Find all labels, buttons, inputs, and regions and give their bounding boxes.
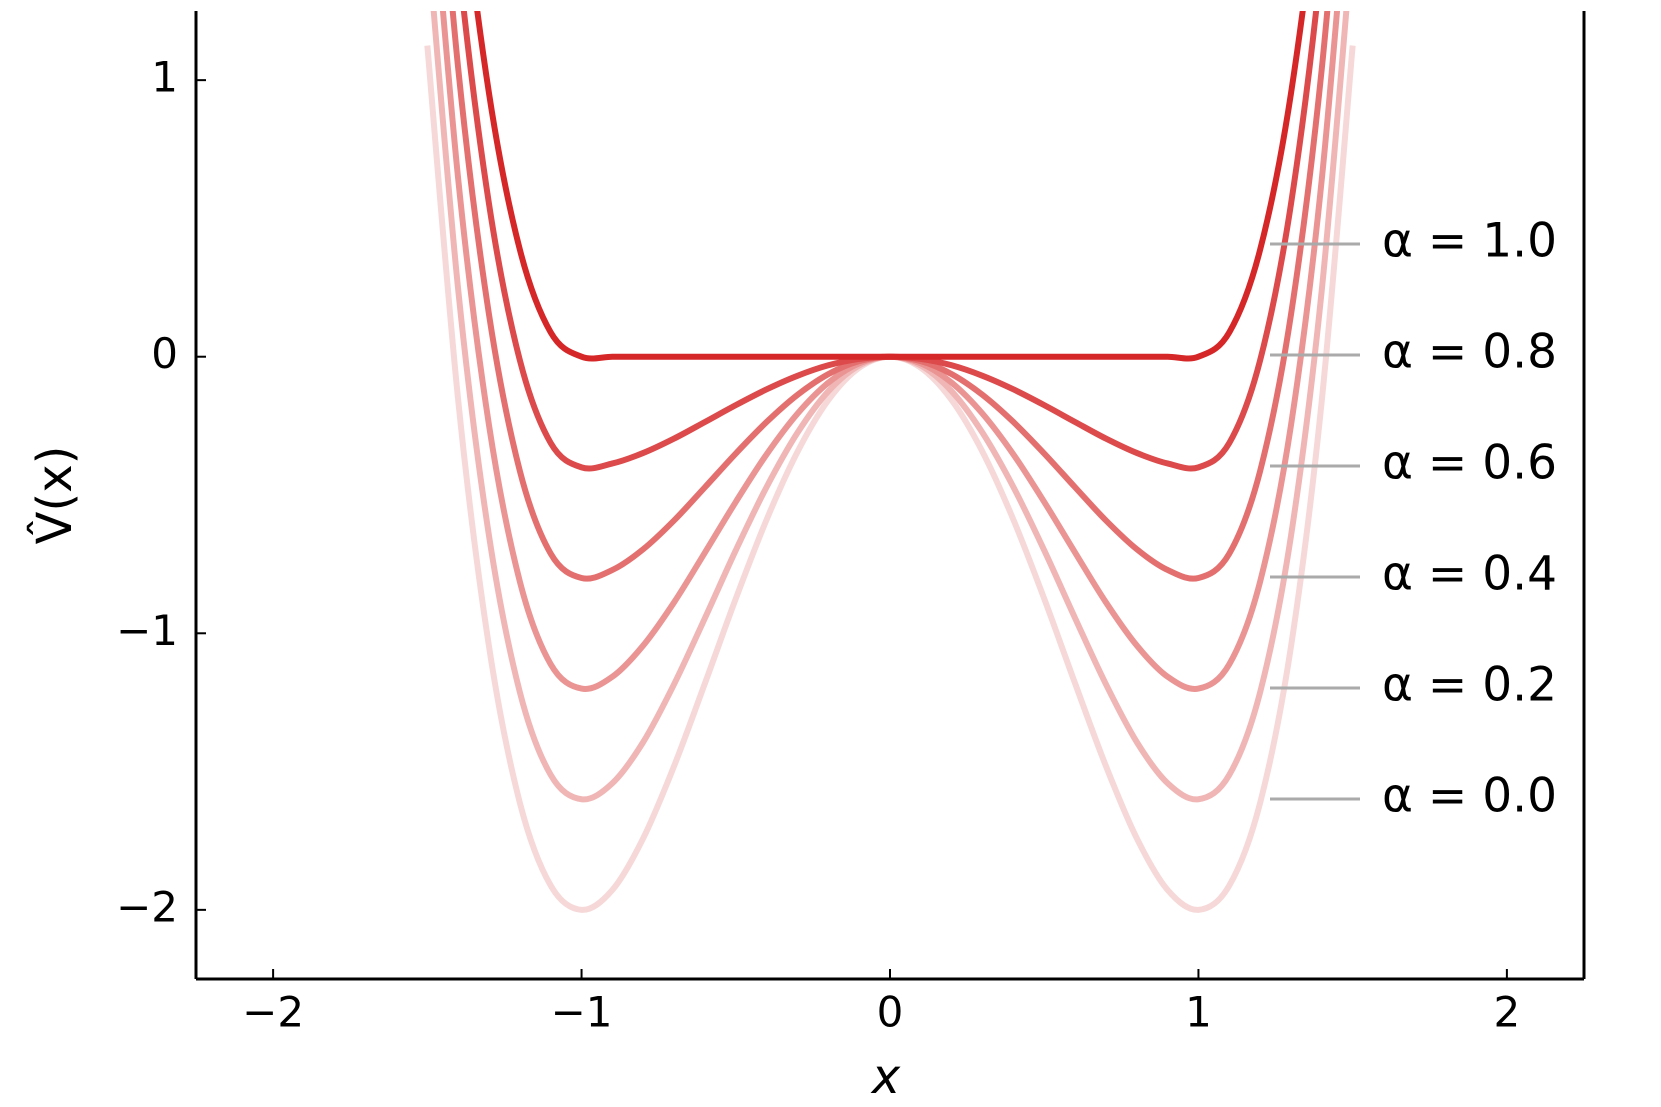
y-axis-label: V̂(x) <box>25 446 83 545</box>
series-line <box>424 45 1356 913</box>
legend-label: α = 0.0 <box>1382 769 1557 824</box>
y-tick-label: −1 <box>116 606 178 655</box>
x-tick-label: −2 <box>242 988 304 1037</box>
series-line <box>460 11 1320 472</box>
y-tick-label: 1 <box>151 53 178 102</box>
legend-label: α = 1.0 <box>1382 214 1557 269</box>
legend-label: α = 0.8 <box>1382 325 1557 380</box>
series-line <box>474 11 1306 362</box>
x-tick-label: −1 <box>551 988 613 1037</box>
plot-area <box>424 11 1356 913</box>
legend-label: α = 0.2 <box>1382 658 1557 713</box>
series-line <box>449 11 1331 582</box>
legend-label: α = 0.6 <box>1382 436 1557 491</box>
x-tick-label: 2 <box>1494 988 1521 1037</box>
y-tick-label: 0 <box>151 329 178 378</box>
x-tick-label: 0 <box>877 988 904 1037</box>
series-line <box>439 11 1341 692</box>
legend-label: α = 0.4 <box>1382 547 1557 602</box>
y-tick-label: −2 <box>116 882 178 931</box>
x-tick-label: 1 <box>1185 988 1212 1037</box>
x-axis-label: x <box>870 1049 901 1105</box>
